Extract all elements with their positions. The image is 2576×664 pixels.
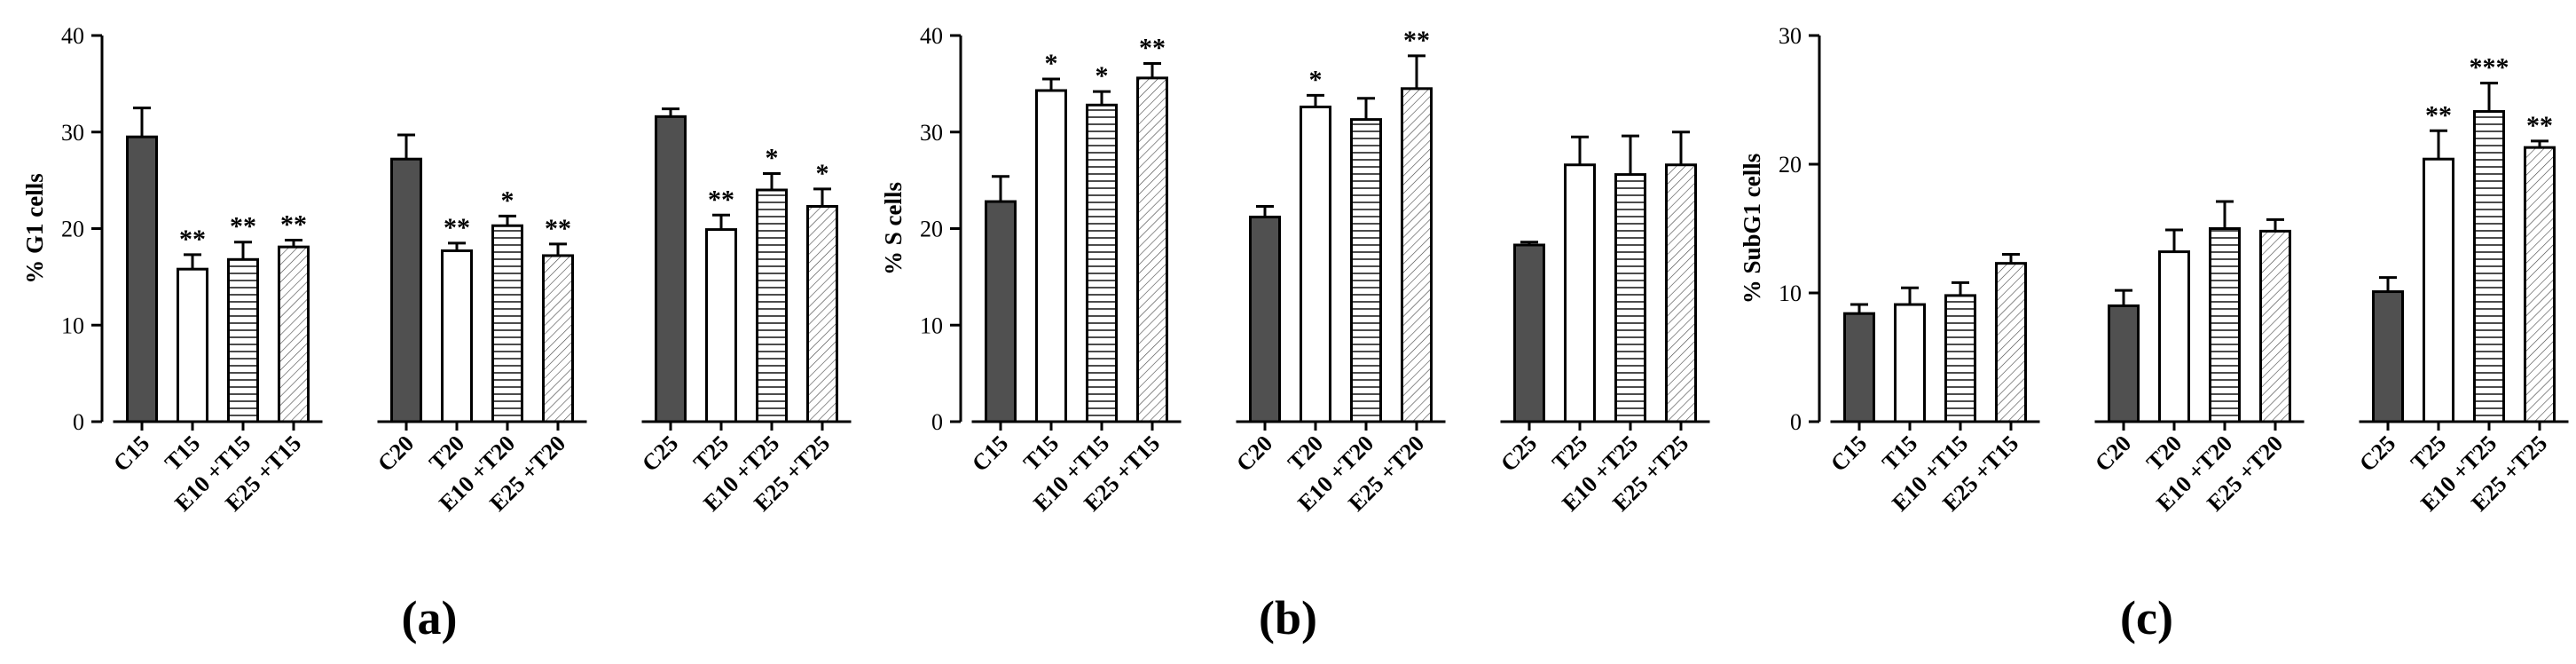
y-tick-label: 20: [61, 217, 84, 242]
significance-marker: *: [1045, 49, 1058, 78]
y-tick-label: 20: [1779, 152, 1802, 178]
significance-marker: **: [2425, 100, 2452, 130]
significance-marker: **: [444, 213, 470, 242]
significance-marker: **: [179, 225, 206, 254]
y-tick-label: 40: [61, 23, 84, 49]
bar-e25t20: [542, 254, 574, 423]
chart-panel-c: 0 10 20 30% SubG1 cells C15 T15 E10 +T15 E25 +T…: [1717, 0, 2576, 664]
bar-t20: [1300, 105, 1331, 423]
significance-marker: **: [1403, 26, 1430, 55]
panel-label-c: (c): [2120, 591, 2173, 644]
significance-marker: **: [708, 185, 734, 214]
x-category-label: C15: [108, 431, 154, 477]
y-tick-label: 40: [920, 23, 943, 49]
significance-marker: ***: [2470, 53, 2509, 83]
bar-c25: [2372, 290, 2404, 423]
y-tick-label: 20: [920, 217, 943, 242]
bar-c25: [655, 115, 687, 423]
bar-c20: [2108, 304, 2140, 423]
bar-t25: [1564, 163, 1596, 423]
panel-label-a: (a): [401, 591, 458, 644]
significance-marker: *: [1096, 61, 1109, 91]
bar-e10t20: [2209, 227, 2241, 423]
y-tick-label: 0: [1790, 409, 1802, 435]
bar-e25t25: [1665, 163, 1697, 423]
bar-e10t25: [1614, 173, 1646, 423]
x-category-label: C25: [1496, 431, 1542, 477]
x-category-label: C20: [2090, 431, 2136, 477]
chart-panel-a: 0 10 20 30 40% G1 cells C15 ** T15 ** E10 +T15 ** E…: [0, 0, 859, 664]
bar-t25: [705, 228, 737, 423]
bar-e25t15: [278, 245, 310, 423]
significance-marker: *: [766, 144, 779, 173]
bar-t20: [441, 249, 473, 423]
x-category-label: C25: [2354, 431, 2400, 477]
chart-panel-b: 0 10 20 30 40% S cells C15 * T15 * E10 +T15 ** E25 …: [859, 0, 1717, 664]
y-tick-label: 0: [73, 409, 84, 435]
significance-marker: **: [545, 214, 571, 243]
x-category-label: C15: [1826, 431, 1872, 477]
bar-e25t15: [1136, 76, 1168, 423]
significance-marker: **: [2526, 111, 2553, 140]
x-category-label: C25: [637, 431, 683, 477]
x-category-label: C20: [373, 431, 419, 477]
bar-c15: [126, 135, 158, 423]
bar-e10t20: [491, 224, 523, 423]
y-tick-label: 30: [920, 120, 943, 146]
bar-c20: [390, 157, 422, 423]
bar-c20: [1249, 215, 1281, 423]
bar-t25: [2423, 157, 2454, 423]
y-axis-label: % G1 cells: [21, 173, 48, 283]
significance-marker: **: [280, 210, 307, 240]
significance-marker: *: [816, 159, 829, 188]
bar-t15: [177, 267, 208, 423]
y-tick-label: 10: [920, 312, 943, 338]
y-tick-label: 30: [1779, 23, 1802, 49]
y-tick-label: 10: [61, 312, 84, 338]
bar-c15: [1843, 312, 1875, 423]
significance-marker: **: [1139, 34, 1166, 63]
y-tick-label: 30: [61, 120, 84, 146]
y-axis-label: % S cells: [880, 182, 907, 275]
bar-c15: [985, 200, 1017, 423]
x-category-label: C15: [967, 431, 1013, 477]
bar-t20: [2158, 250, 2190, 423]
bar-e10t15: [1086, 103, 1118, 423]
x-category-label: C20: [1231, 431, 1277, 477]
y-axis-label: % SubG1 cells: [1739, 154, 1765, 304]
bar-e10t25: [756, 188, 788, 423]
bar-e10t20: [1350, 118, 1382, 423]
significance-marker: **: [230, 212, 256, 241]
significance-marker: *: [501, 186, 514, 215]
bar-e10t25: [2473, 110, 2505, 423]
bar-c25: [1513, 243, 1545, 423]
bar-e25t25: [2524, 146, 2556, 423]
bar-e25t25: [806, 204, 838, 423]
bar-e10t15: [227, 257, 259, 423]
significance-marker: *: [1309, 65, 1323, 94]
y-tick-label: 0: [931, 409, 943, 435]
bar-e25t20: [2259, 229, 2291, 423]
y-tick-label: 10: [1779, 281, 1802, 306]
bar-e25t15: [1995, 262, 2027, 423]
bar-t15: [1894, 303, 1926, 423]
bar-e10t15: [1944, 294, 1976, 423]
bar-t15: [1035, 89, 1067, 423]
panel-label-b: (b): [1259, 591, 1317, 644]
bar-e25t20: [1401, 87, 1433, 423]
